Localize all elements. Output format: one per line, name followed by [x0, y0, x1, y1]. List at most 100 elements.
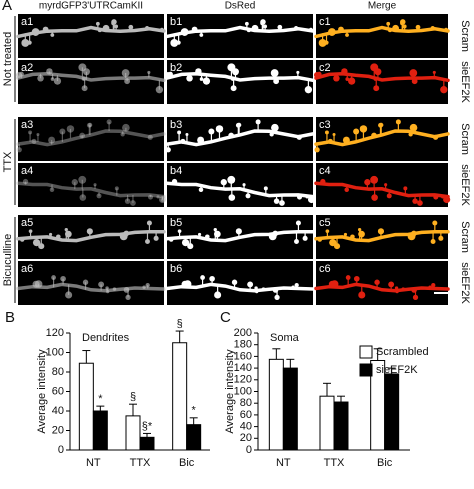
condition-label: Scram — [459, 20, 471, 52]
y-tick-label: 80 — [52, 366, 64, 378]
spine-head — [246, 28, 251, 33]
spine-head — [433, 134, 439, 140]
spine-head — [386, 193, 392, 199]
spine-head — [345, 275, 351, 280]
spine-head — [313, 72, 320, 78]
spine-head — [81, 85, 88, 92]
legend-label: Scrambled — [376, 346, 429, 358]
spine-head — [227, 175, 236, 184]
spine-head — [105, 286, 109, 290]
spine-head — [130, 200, 136, 206]
spine-head — [407, 232, 416, 241]
spine-head — [235, 122, 241, 128]
micrograph — [167, 14, 313, 58]
y-tick-label: 180 — [234, 339, 252, 351]
bar — [268, 358, 284, 451]
dendrite — [16, 25, 166, 39]
spine-head — [27, 40, 32, 45]
spine-head — [411, 78, 418, 85]
dendrite — [314, 229, 450, 243]
spine-head — [324, 40, 329, 45]
spine-head — [36, 133, 40, 137]
spine-head — [146, 220, 152, 226]
spine-head — [384, 183, 388, 187]
dendrite — [16, 129, 166, 147]
spine-head — [274, 294, 280, 300]
micrograph — [167, 261, 313, 305]
column-header: DsRed — [225, 1, 256, 12]
spine-head — [444, 198, 449, 202]
spine-head — [114, 24, 119, 29]
spine-head — [214, 291, 222, 299]
spine-head — [308, 27, 313, 32]
spine-head — [359, 125, 368, 133]
significance-mark: * — [192, 405, 197, 417]
spine-head — [279, 200, 285, 206]
spine-head — [102, 24, 110, 32]
spine-head — [338, 26, 344, 33]
spine-head — [402, 24, 407, 29]
spine-head — [343, 232, 348, 237]
spine-head — [159, 27, 164, 32]
spine-head — [124, 198, 131, 204]
y-tick-label: 100 — [46, 346, 64, 358]
panel-label: A — [2, 0, 12, 14]
spine-head — [231, 279, 238, 285]
panel-sublabel: a3 — [21, 119, 33, 131]
micrograph — [18, 261, 164, 305]
spine-head — [106, 119, 112, 125]
spine-head — [294, 282, 299, 288]
spine-head — [431, 282, 436, 288]
spine-head — [93, 183, 97, 187]
spine-head — [261, 287, 266, 291]
significance-mark: §* — [142, 420, 153, 432]
spine-head — [144, 26, 150, 31]
spine-head — [96, 193, 102, 199]
spine-head — [147, 134, 153, 140]
spine-head — [247, 281, 254, 288]
y-tick-label: 60 — [52, 385, 64, 397]
spine-head — [403, 186, 408, 191]
spine-head — [296, 70, 300, 74]
bar — [282, 367, 298, 451]
x-tick-label: TTX — [130, 457, 151, 469]
spine-head — [309, 198, 314, 202]
spine-head — [304, 86, 313, 94]
spine-head — [199, 77, 204, 81]
condition-label: sieEF2K — [459, 61, 471, 103]
spine-head — [202, 77, 211, 85]
micrograph — [18, 117, 164, 161]
spine-head — [230, 85, 237, 92]
spine-head — [50, 33, 55, 37]
y-tick-label: 160 — [234, 350, 252, 362]
spine-head — [78, 175, 87, 184]
spine-head — [242, 183, 246, 187]
spine-head — [145, 282, 150, 288]
spine-head — [156, 195, 160, 199]
spine-head — [395, 119, 401, 125]
spine-head — [378, 122, 383, 128]
spine-head — [273, 198, 280, 204]
spine-head — [230, 76, 235, 81]
spine-head — [160, 198, 165, 202]
dendrite — [165, 282, 315, 293]
spine-head — [31, 28, 40, 36]
spine-head — [440, 86, 448, 94]
group-label: TTX — [2, 151, 14, 172]
micrographs — [18, 14, 448, 305]
dendrite — [16, 71, 166, 83]
spine-head — [186, 75, 193, 82]
dendrite — [165, 181, 315, 199]
spine-head — [51, 275, 56, 280]
spine-head — [124, 78, 131, 85]
spine-head — [271, 123, 279, 132]
panel-sublabel: b4 — [170, 165, 182, 177]
panel-label: C — [220, 309, 231, 326]
spine-head — [317, 237, 323, 242]
spine-head — [432, 70, 436, 74]
spine-head — [325, 229, 330, 234]
spine-head — [324, 130, 329, 135]
dendrite — [16, 229, 166, 243]
spine-head — [185, 133, 189, 137]
